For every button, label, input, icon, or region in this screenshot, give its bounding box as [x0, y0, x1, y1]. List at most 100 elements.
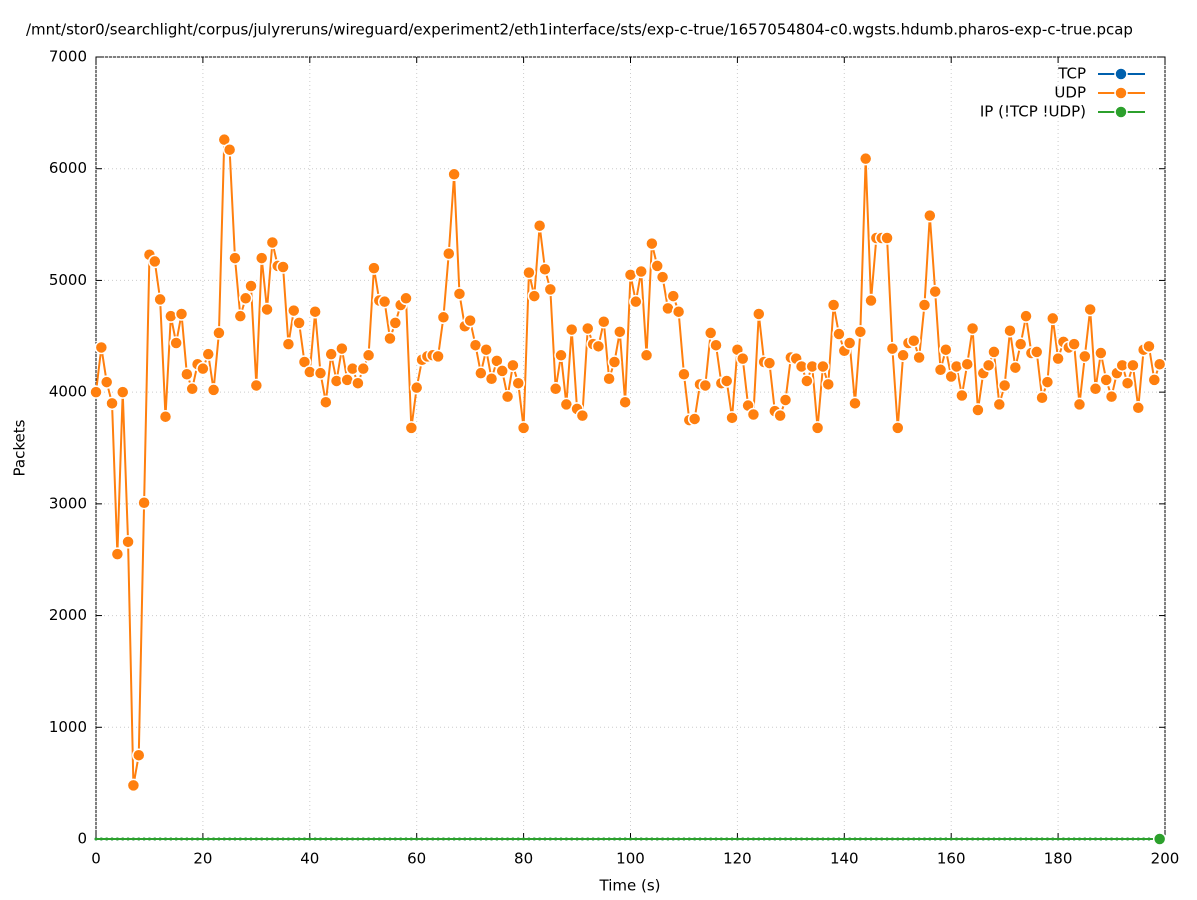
data-point — [661, 837, 665, 841]
data-point — [249, 378, 264, 393]
data-point — [1040, 837, 1044, 841]
data-point — [372, 837, 376, 841]
y-axis-label: Packets — [11, 419, 29, 476]
data-point — [848, 837, 852, 841]
data-point — [1142, 339, 1156, 354]
data-point — [356, 837, 360, 841]
data-point — [367, 837, 371, 841]
data-point — [1067, 337, 1081, 351]
data-point — [1120, 376, 1135, 390]
data-point — [351, 837, 355, 841]
data-point — [554, 348, 568, 363]
data-point — [94, 340, 109, 355]
data-point — [880, 231, 894, 245]
data-point — [153, 837, 157, 841]
legend-marker — [1114, 67, 1128, 81]
legend-label: TCP — [1057, 65, 1086, 83]
data-point — [196, 361, 210, 376]
data-point — [351, 376, 365, 390]
data-point — [634, 837, 638, 841]
data-point — [693, 837, 697, 841]
data-point — [153, 292, 167, 307]
data-point — [955, 837, 959, 841]
data-point — [495, 837, 499, 841]
data-point — [121, 837, 125, 841]
data-point — [233, 309, 248, 323]
data-point — [687, 412, 702, 426]
data-point — [639, 348, 654, 363]
data-point — [842, 837, 846, 841]
data-point — [1126, 358, 1140, 373]
data-point — [222, 837, 226, 841]
data-point — [281, 337, 296, 351]
data-point — [890, 837, 894, 841]
data-point — [1104, 837, 1108, 841]
data-point — [318, 837, 322, 841]
data-point — [928, 284, 942, 299]
data-point — [431, 349, 445, 364]
data-point — [789, 837, 793, 841]
data-point — [746, 837, 750, 841]
data-point — [228, 837, 232, 841]
data-point — [1131, 401, 1146, 415]
data-point — [212, 837, 216, 841]
data-point — [1072, 397, 1087, 412]
data-point — [169, 336, 183, 350]
legend-marker — [1114, 86, 1128, 100]
data-point — [474, 366, 488, 380]
data-point — [639, 837, 643, 841]
data-point — [201, 837, 205, 841]
data-point — [874, 837, 878, 841]
data-point — [132, 748, 146, 762]
data-point — [976, 837, 980, 841]
data-point — [848, 396, 862, 411]
data-point — [340, 837, 344, 841]
data-point — [479, 837, 483, 841]
data-point — [960, 837, 964, 841]
data-point — [800, 837, 804, 841]
data-point — [479, 342, 493, 357]
data-point — [500, 389, 515, 404]
data-point — [752, 307, 766, 321]
data-point — [495, 364, 509, 378]
data-point — [858, 151, 873, 166]
data-point — [891, 421, 905, 435]
data-point — [335, 837, 339, 841]
data-point — [703, 326, 718, 340]
data-point — [522, 837, 526, 841]
data-point — [842, 336, 857, 350]
data-point — [1083, 837, 1087, 841]
data-point — [516, 837, 520, 841]
data-point — [832, 327, 846, 341]
data-point — [468, 837, 472, 841]
data-point — [1120, 837, 1124, 841]
data-point — [206, 383, 221, 397]
data-point — [404, 421, 419, 435]
data-point — [853, 837, 857, 841]
data-point — [1104, 389, 1119, 404]
data-point — [880, 837, 884, 841]
data-point — [324, 347, 338, 361]
data-point — [399, 837, 403, 841]
data-point — [196, 837, 200, 841]
data-point — [527, 837, 531, 841]
data-point — [971, 403, 985, 417]
data-point — [1142, 837, 1146, 841]
data-point — [896, 348, 910, 363]
data-point — [725, 411, 739, 425]
data-point — [222, 142, 237, 157]
data-point — [1003, 323, 1017, 338]
data-point — [869, 837, 873, 841]
data-point — [158, 409, 173, 424]
data-point — [602, 371, 616, 386]
data-point — [1040, 375, 1055, 389]
data-point — [543, 282, 558, 297]
data-point — [99, 375, 114, 389]
data-point — [666, 837, 670, 841]
data-point — [244, 279, 258, 293]
data-point — [436, 310, 451, 325]
data-point — [89, 385, 103, 399]
data-point — [987, 837, 991, 841]
data-point — [816, 359, 830, 374]
data-point — [441, 837, 445, 841]
